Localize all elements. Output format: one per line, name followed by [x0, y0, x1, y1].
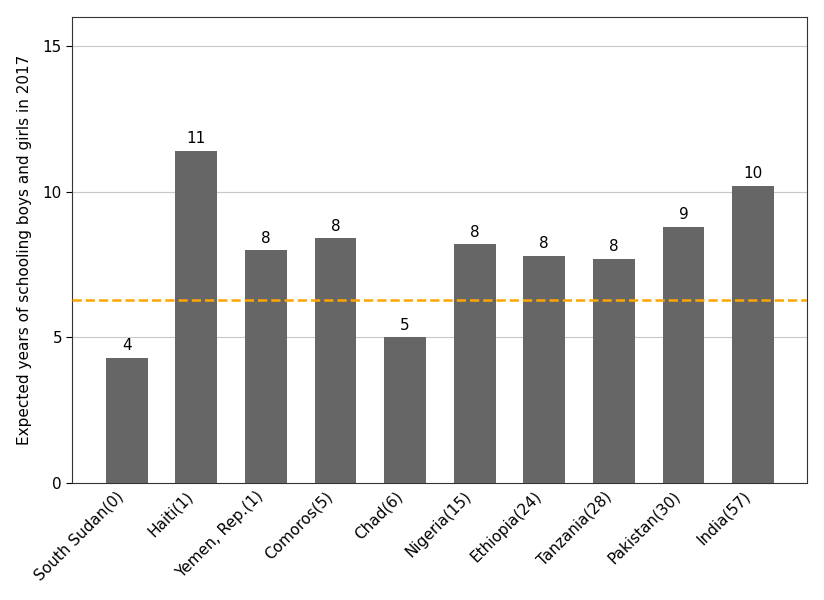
- Bar: [733, 186, 774, 483]
- Bar: [176, 151, 218, 483]
- Text: 4: 4: [122, 338, 132, 353]
- Bar: [662, 227, 705, 483]
- Text: 8: 8: [540, 236, 549, 251]
- Bar: [315, 238, 356, 483]
- Bar: [245, 250, 287, 483]
- Text: 10: 10: [743, 166, 763, 181]
- Text: 8: 8: [609, 239, 619, 254]
- Bar: [454, 244, 495, 483]
- Text: 8: 8: [470, 225, 480, 240]
- Text: 9: 9: [679, 207, 688, 222]
- Text: 8: 8: [330, 219, 340, 234]
- Text: 11: 11: [187, 131, 206, 146]
- Text: 5: 5: [400, 318, 410, 333]
- Y-axis label: Expected years of schooling boys and girls in 2017: Expected years of schooling boys and gir…: [16, 55, 31, 445]
- Text: 8: 8: [261, 230, 271, 245]
- Bar: [523, 256, 565, 483]
- Bar: [384, 337, 426, 483]
- Bar: [593, 259, 634, 483]
- Bar: [105, 358, 147, 483]
